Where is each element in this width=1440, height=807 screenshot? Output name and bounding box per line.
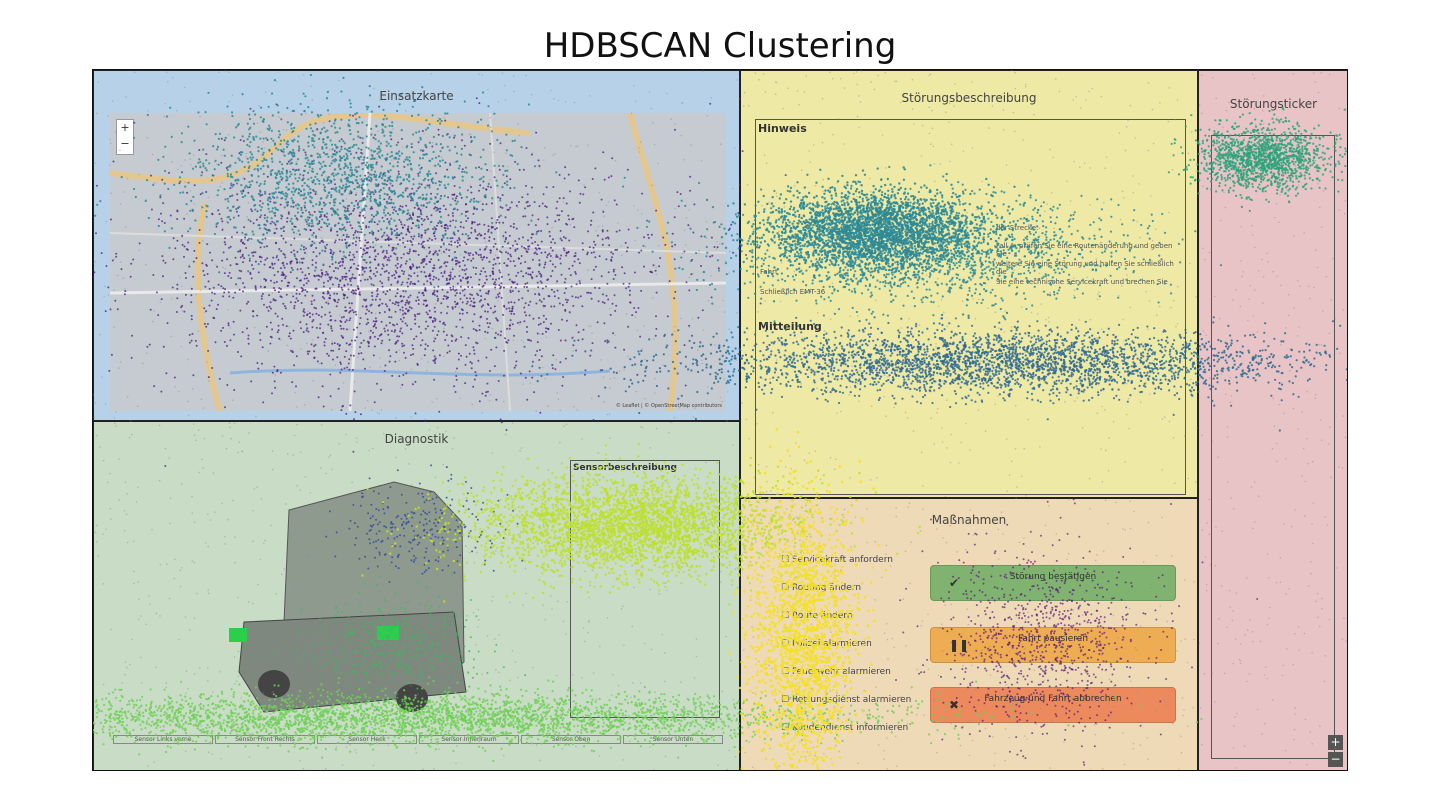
sensor-tab[interactable]: Sensor Heck: [317, 735, 417, 744]
figure-frame: Einsatzkarte + − © Leaflet | © OpenStree…: [92, 69, 1348, 771]
abort-ride-button[interactable]: ✖ Fahrzeug und Fahrt abbrechen: [930, 687, 1176, 723]
disruption-ticker-panel: Störungsticker + −: [1198, 70, 1347, 770]
map-panel: Einsatzkarte + − © Leaflet | © OpenStree…: [93, 70, 740, 421]
diagnostics-panel-title: Diagnostik: [94, 432, 739, 446]
action-checkbox-icon[interactable]: ☐: [781, 667, 792, 677]
check-icon: ✔: [949, 576, 959, 590]
action-checkbox-icon[interactable]: ☐: [781, 639, 792, 649]
description-line: Schließlich EMT-36: [760, 288, 825, 296]
description-line: der Strecke:: [996, 224, 1038, 232]
sensor-tab[interactable]: Sensor Unten: [623, 735, 723, 744]
map-zoom-control[interactable]: + −: [116, 119, 134, 155]
diagnostics-panel: Diagnostik Sensorbeschreibung: [93, 421, 740, 770]
description-box: Hinweis Mitteilung der Strecke: Fall A: …: [755, 119, 1186, 495]
action-checkbox-icon[interactable]: ☐: [781, 611, 792, 621]
disruption-description-panel: Störungsbeschreibung Hinweis Mitteilung …: [740, 70, 1198, 498]
ticker-zoom-out-button[interactable]: −: [1328, 752, 1343, 767]
disruption-ticker-title: Störungsticker: [1199, 97, 1347, 111]
map-streets: [110, 113, 726, 411]
action-checkbox-icon[interactable]: ☐: [781, 723, 792, 733]
figure-title: HDBSCAN Clustering: [0, 26, 1440, 66]
description-line: Sie eine technische Servicekraft und bre…: [996, 278, 1168, 286]
disruption-description-title: Störungsbeschreibung: [741, 91, 1197, 105]
action-checkbox-icon[interactable]: ☐: [781, 555, 792, 565]
action-item[interactable]: ☐ Feuerwehr alarmieren: [781, 667, 891, 677]
action-item[interactable]: ☐ Rettungsdienst alarmieren: [781, 695, 911, 705]
map-panel-title: Einsatzkarte: [94, 89, 739, 103]
zoom-out-button[interactable]: −: [117, 136, 133, 152]
actions-panel-title: Maßnahmen: [741, 513, 1197, 527]
message-heading: Mitteilung: [758, 320, 822, 333]
sensor-tab[interactable]: Sensor Links vorne: [113, 735, 213, 744]
hint-heading: Hinweis: [758, 122, 807, 135]
confirm-disruption-button[interactable]: ✔ Störung bestätigen: [930, 565, 1176, 601]
cross-icon: ✖: [949, 698, 959, 712]
ticker-zoom-in-button[interactable]: +: [1328, 735, 1343, 750]
zoom-in-button[interactable]: +: [117, 120, 133, 136]
map-attribution: © Leaflet | © OpenStreetMap contributors: [616, 403, 722, 409]
action-checkbox-icon[interactable]: ☐: [781, 695, 792, 705]
cluster-scatter-overlay: [93, 70, 1347, 770]
map-view[interactable]: + − © Leaflet | © OpenStreetMap contribu…: [110, 113, 726, 411]
sensor-description-title: Sensorbeschreibung: [573, 463, 677, 473]
ticker-list[interactable]: [1211, 135, 1335, 759]
pause-icon: ❚❚: [949, 638, 969, 652]
action-item[interactable]: ☐ Kundendienst informieren: [781, 723, 908, 733]
